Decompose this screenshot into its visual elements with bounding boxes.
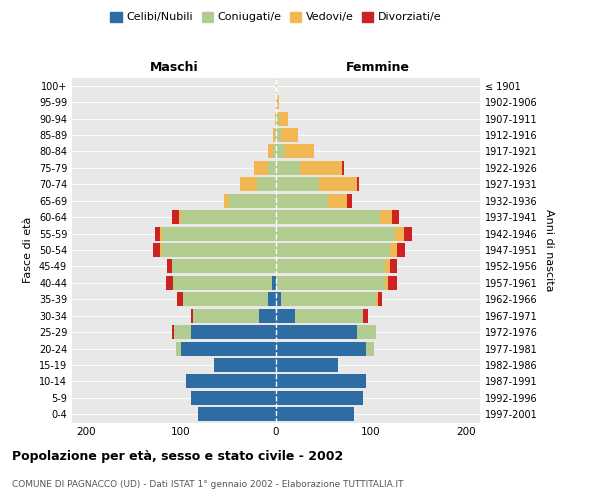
Bar: [281, 128, 298, 142]
Bar: [276, 260, 385, 274]
Bar: [366, 342, 374, 355]
Bar: [181, 210, 276, 224]
Bar: [392, 210, 400, 224]
Bar: [279, 112, 289, 126]
Bar: [295, 308, 363, 322]
Bar: [191, 391, 276, 405]
Bar: [390, 260, 397, 274]
Bar: [162, 243, 276, 257]
Bar: [276, 194, 328, 207]
Bar: [229, 194, 276, 207]
Bar: [183, 292, 268, 306]
Bar: [273, 144, 276, 158]
Bar: [268, 144, 273, 158]
Bar: [191, 308, 193, 322]
Bar: [380, 210, 392, 224]
Bar: [167, 260, 172, 274]
Bar: [328, 194, 347, 207]
Bar: [275, 112, 276, 126]
Text: Maschi: Maschi: [150, 61, 199, 74]
Legend: Celibi/Nubili, Coniugati/e, Vedovi/e, Divorziati/e: Celibi/Nubili, Coniugati/e, Vedovi/e, Di…: [106, 7, 446, 27]
Bar: [277, 95, 279, 109]
Bar: [385, 276, 388, 290]
Text: Femmine: Femmine: [346, 61, 410, 74]
Bar: [276, 308, 295, 322]
Bar: [376, 292, 377, 306]
Bar: [276, 374, 366, 388]
Bar: [162, 226, 276, 240]
Bar: [254, 161, 268, 175]
Bar: [172, 325, 173, 339]
Bar: [276, 226, 395, 240]
Bar: [186, 374, 276, 388]
Bar: [347, 194, 352, 207]
Bar: [272, 276, 276, 290]
Bar: [173, 276, 272, 290]
Bar: [191, 325, 276, 339]
Bar: [276, 128, 281, 142]
Bar: [193, 308, 259, 322]
Bar: [172, 260, 276, 274]
Bar: [240, 178, 257, 192]
Bar: [257, 178, 276, 192]
Bar: [198, 408, 276, 422]
Bar: [273, 128, 275, 142]
Bar: [395, 226, 404, 240]
Bar: [276, 358, 338, 372]
Bar: [300, 161, 343, 175]
Bar: [152, 243, 160, 257]
Bar: [286, 144, 314, 158]
Bar: [388, 276, 397, 290]
Bar: [397, 243, 405, 257]
Bar: [276, 112, 279, 126]
Bar: [404, 226, 412, 240]
Bar: [281, 292, 376, 306]
Bar: [224, 194, 229, 207]
Text: COMUNE DI PAGNACCO (UD) - Dati ISTAT 1° gennaio 2002 - Elaborazione TUTTITALIA.I: COMUNE DI PAGNACCO (UD) - Dati ISTAT 1° …: [12, 480, 404, 489]
Bar: [275, 128, 276, 142]
Y-axis label: Anni di nascita: Anni di nascita: [544, 208, 554, 291]
Bar: [268, 161, 276, 175]
Bar: [385, 260, 390, 274]
Bar: [343, 161, 344, 175]
Bar: [173, 325, 191, 339]
Bar: [214, 358, 276, 372]
Bar: [276, 144, 286, 158]
Bar: [268, 292, 276, 306]
Bar: [178, 292, 183, 306]
Bar: [172, 210, 179, 224]
Bar: [363, 308, 368, 322]
Bar: [276, 243, 390, 257]
Bar: [276, 292, 281, 306]
Bar: [166, 276, 173, 290]
Bar: [276, 391, 363, 405]
Bar: [181, 342, 276, 355]
Bar: [276, 161, 300, 175]
Bar: [276, 178, 319, 192]
Bar: [276, 325, 356, 339]
Bar: [319, 178, 356, 192]
Bar: [377, 292, 382, 306]
Bar: [160, 243, 162, 257]
Bar: [390, 243, 397, 257]
Bar: [179, 210, 181, 224]
Bar: [276, 78, 277, 92]
Bar: [356, 325, 376, 339]
Bar: [176, 342, 181, 355]
Bar: [155, 226, 160, 240]
Bar: [276, 210, 380, 224]
Bar: [356, 178, 359, 192]
Bar: [259, 308, 276, 322]
Y-axis label: Fasce di età: Fasce di età: [23, 217, 33, 283]
Text: Popolazione per età, sesso e stato civile - 2002: Popolazione per età, sesso e stato civil…: [12, 450, 343, 463]
Bar: [276, 408, 354, 422]
Bar: [276, 276, 385, 290]
Bar: [276, 342, 366, 355]
Bar: [276, 95, 277, 109]
Bar: [160, 226, 162, 240]
